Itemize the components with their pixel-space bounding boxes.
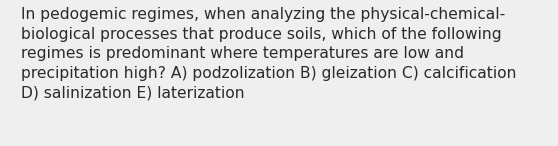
Text: In pedogemic regimes, when analyzing the physical-chemical-
biological processes: In pedogemic regimes, when analyzing the… xyxy=(21,7,516,100)
